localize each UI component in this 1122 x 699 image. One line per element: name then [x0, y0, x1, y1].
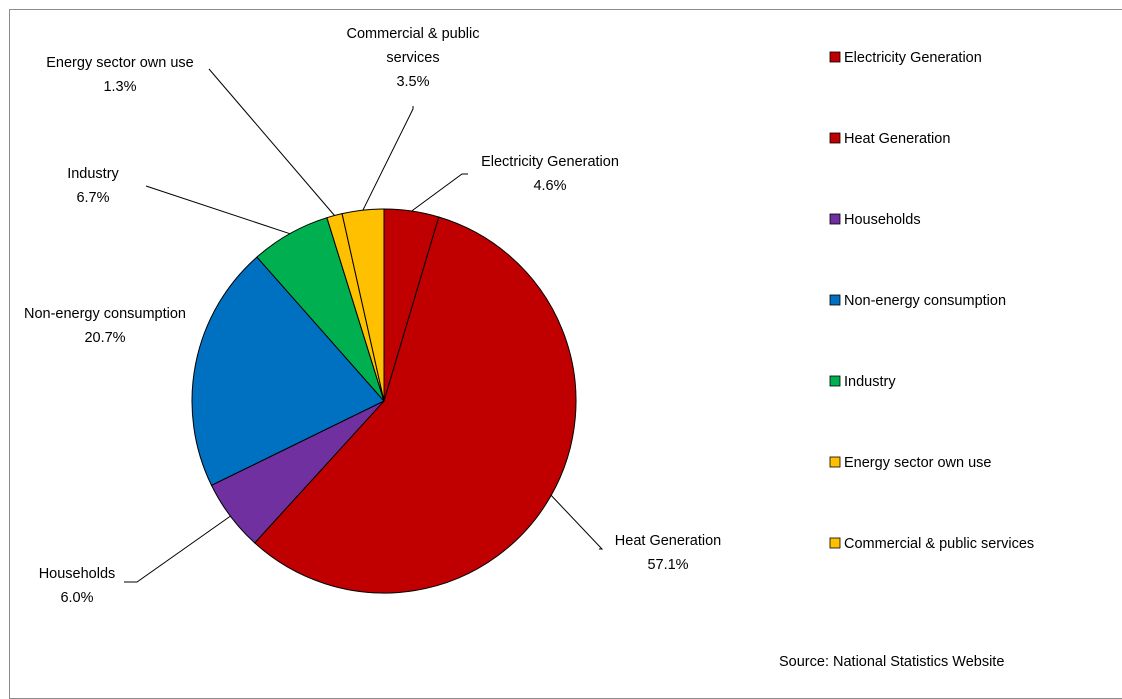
data-label-value: 1.3% [103, 79, 136, 95]
legend-swatch-industry [829, 375, 841, 387]
source-note: Source: National Statistics Website [779, 654, 1005, 670]
legend-label: Commercial & public services [844, 536, 1034, 552]
legend-swatch-heat-generation [829, 132, 841, 144]
legend-label: Energy sector own use [844, 455, 992, 471]
data-label-value: 6.7% [76, 190, 109, 206]
data-label-value: 4.6% [533, 178, 566, 194]
leader-line-commercial-and-public-services [362, 106, 414, 211]
leader-line-energy-sector-own-use [208, 68, 335, 216]
data-label-name: Electricity Generation [481, 154, 619, 170]
data-label-value: 6.0% [60, 590, 93, 606]
legend-swatch-households [829, 213, 841, 225]
data-label-name: Energy sector own use [46, 55, 194, 71]
legend-label: Industry [844, 374, 896, 390]
legend-swatch-non-energy-consumption [829, 294, 841, 306]
data-label-name: Industry [67, 166, 119, 182]
legend-label: Non-energy consumption [844, 293, 1006, 309]
leader-line-households [124, 515, 231, 583]
leader-line-heat-generation [550, 495, 604, 550]
data-label-value: 20.7% [84, 330, 125, 346]
data-label-value: 3.5% [396, 74, 429, 90]
legend-label: Electricity Generation [844, 50, 982, 66]
legend-swatch-commercial-and-public-services [829, 537, 841, 549]
legend-swatch-electricity-generation [829, 51, 841, 63]
legend-label: Households [844, 212, 921, 228]
data-label-name: Non-energy consumption [24, 306, 186, 322]
legend-swatch-energy-sector-own-use [829, 456, 841, 468]
leader-line-electricity-generation [411, 173, 468, 212]
data-label-value: 57.1% [647, 557, 688, 573]
data-label-name: Commercial & public [347, 26, 480, 42]
data-label-name: Households [39, 566, 116, 582]
data-label-name: services [386, 50, 439, 66]
legend-label: Heat Generation [844, 131, 950, 147]
pie-slice-non-energy-consumption [191, 256, 385, 486]
data-label-name: Heat Generation [615, 533, 721, 549]
leader-line-industry [145, 185, 290, 235]
